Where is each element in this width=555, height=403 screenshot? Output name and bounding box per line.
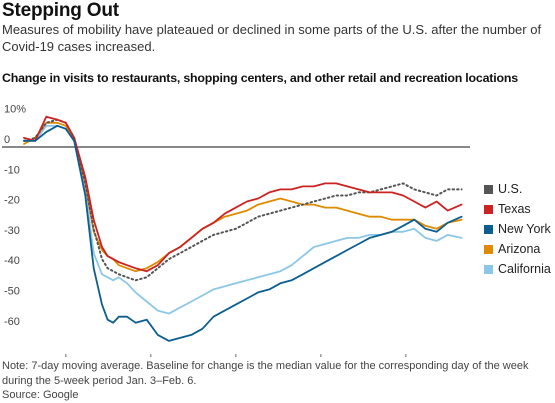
legend-item: New York	[484, 219, 554, 239]
legend-swatch	[484, 264, 493, 274]
legend-swatch	[484, 224, 493, 234]
page-title: Stepping Out	[2, 0, 119, 21]
y-tick-label: -40	[4, 255, 20, 267]
legend-swatch	[484, 184, 493, 194]
series-line-texas	[23, 115, 463, 273]
legend-label: New York	[498, 222, 551, 236]
y-tick-label: 10%	[4, 104, 26, 116]
legend-label: California	[498, 262, 551, 276]
chart-title: Change in visits to restaurants, shoppin…	[2, 71, 518, 85]
legend-item: U.S.	[484, 179, 554, 199]
series-line-u-s	[23, 118, 463, 282]
legend-label: U.S.	[498, 182, 523, 196]
legend-item: Texas	[484, 199, 554, 219]
series-line-new-york	[23, 124, 463, 342]
legend-item: Arizona	[484, 239, 554, 259]
legend-swatch	[484, 204, 493, 214]
y-tick-label: -50	[4, 286, 20, 298]
page-subtitle: Measures of mobility have plateaued or d…	[2, 22, 542, 54]
chart-source: Source: Google	[2, 389, 79, 401]
legend-item: California	[484, 259, 554, 279]
chart-legend: U.S. Texas New York Arizona California	[484, 179, 554, 279]
line-chart: 10%0-10-20-30-40-50-60March 2020July	[2, 104, 470, 357]
y-tick-label: -60	[4, 316, 20, 328]
y-tick-label: -20	[4, 195, 20, 207]
legend-label: Arizona	[498, 242, 541, 256]
y-tick-label: -30	[4, 225, 20, 237]
chart-note: Note: 7-day moving average. Baseline for…	[2, 360, 529, 387]
legend-swatch	[484, 244, 493, 254]
y-tick-label: 0	[4, 134, 10, 146]
legend-label: Texas	[498, 202, 531, 216]
y-tick-label: -10	[4, 164, 20, 176]
